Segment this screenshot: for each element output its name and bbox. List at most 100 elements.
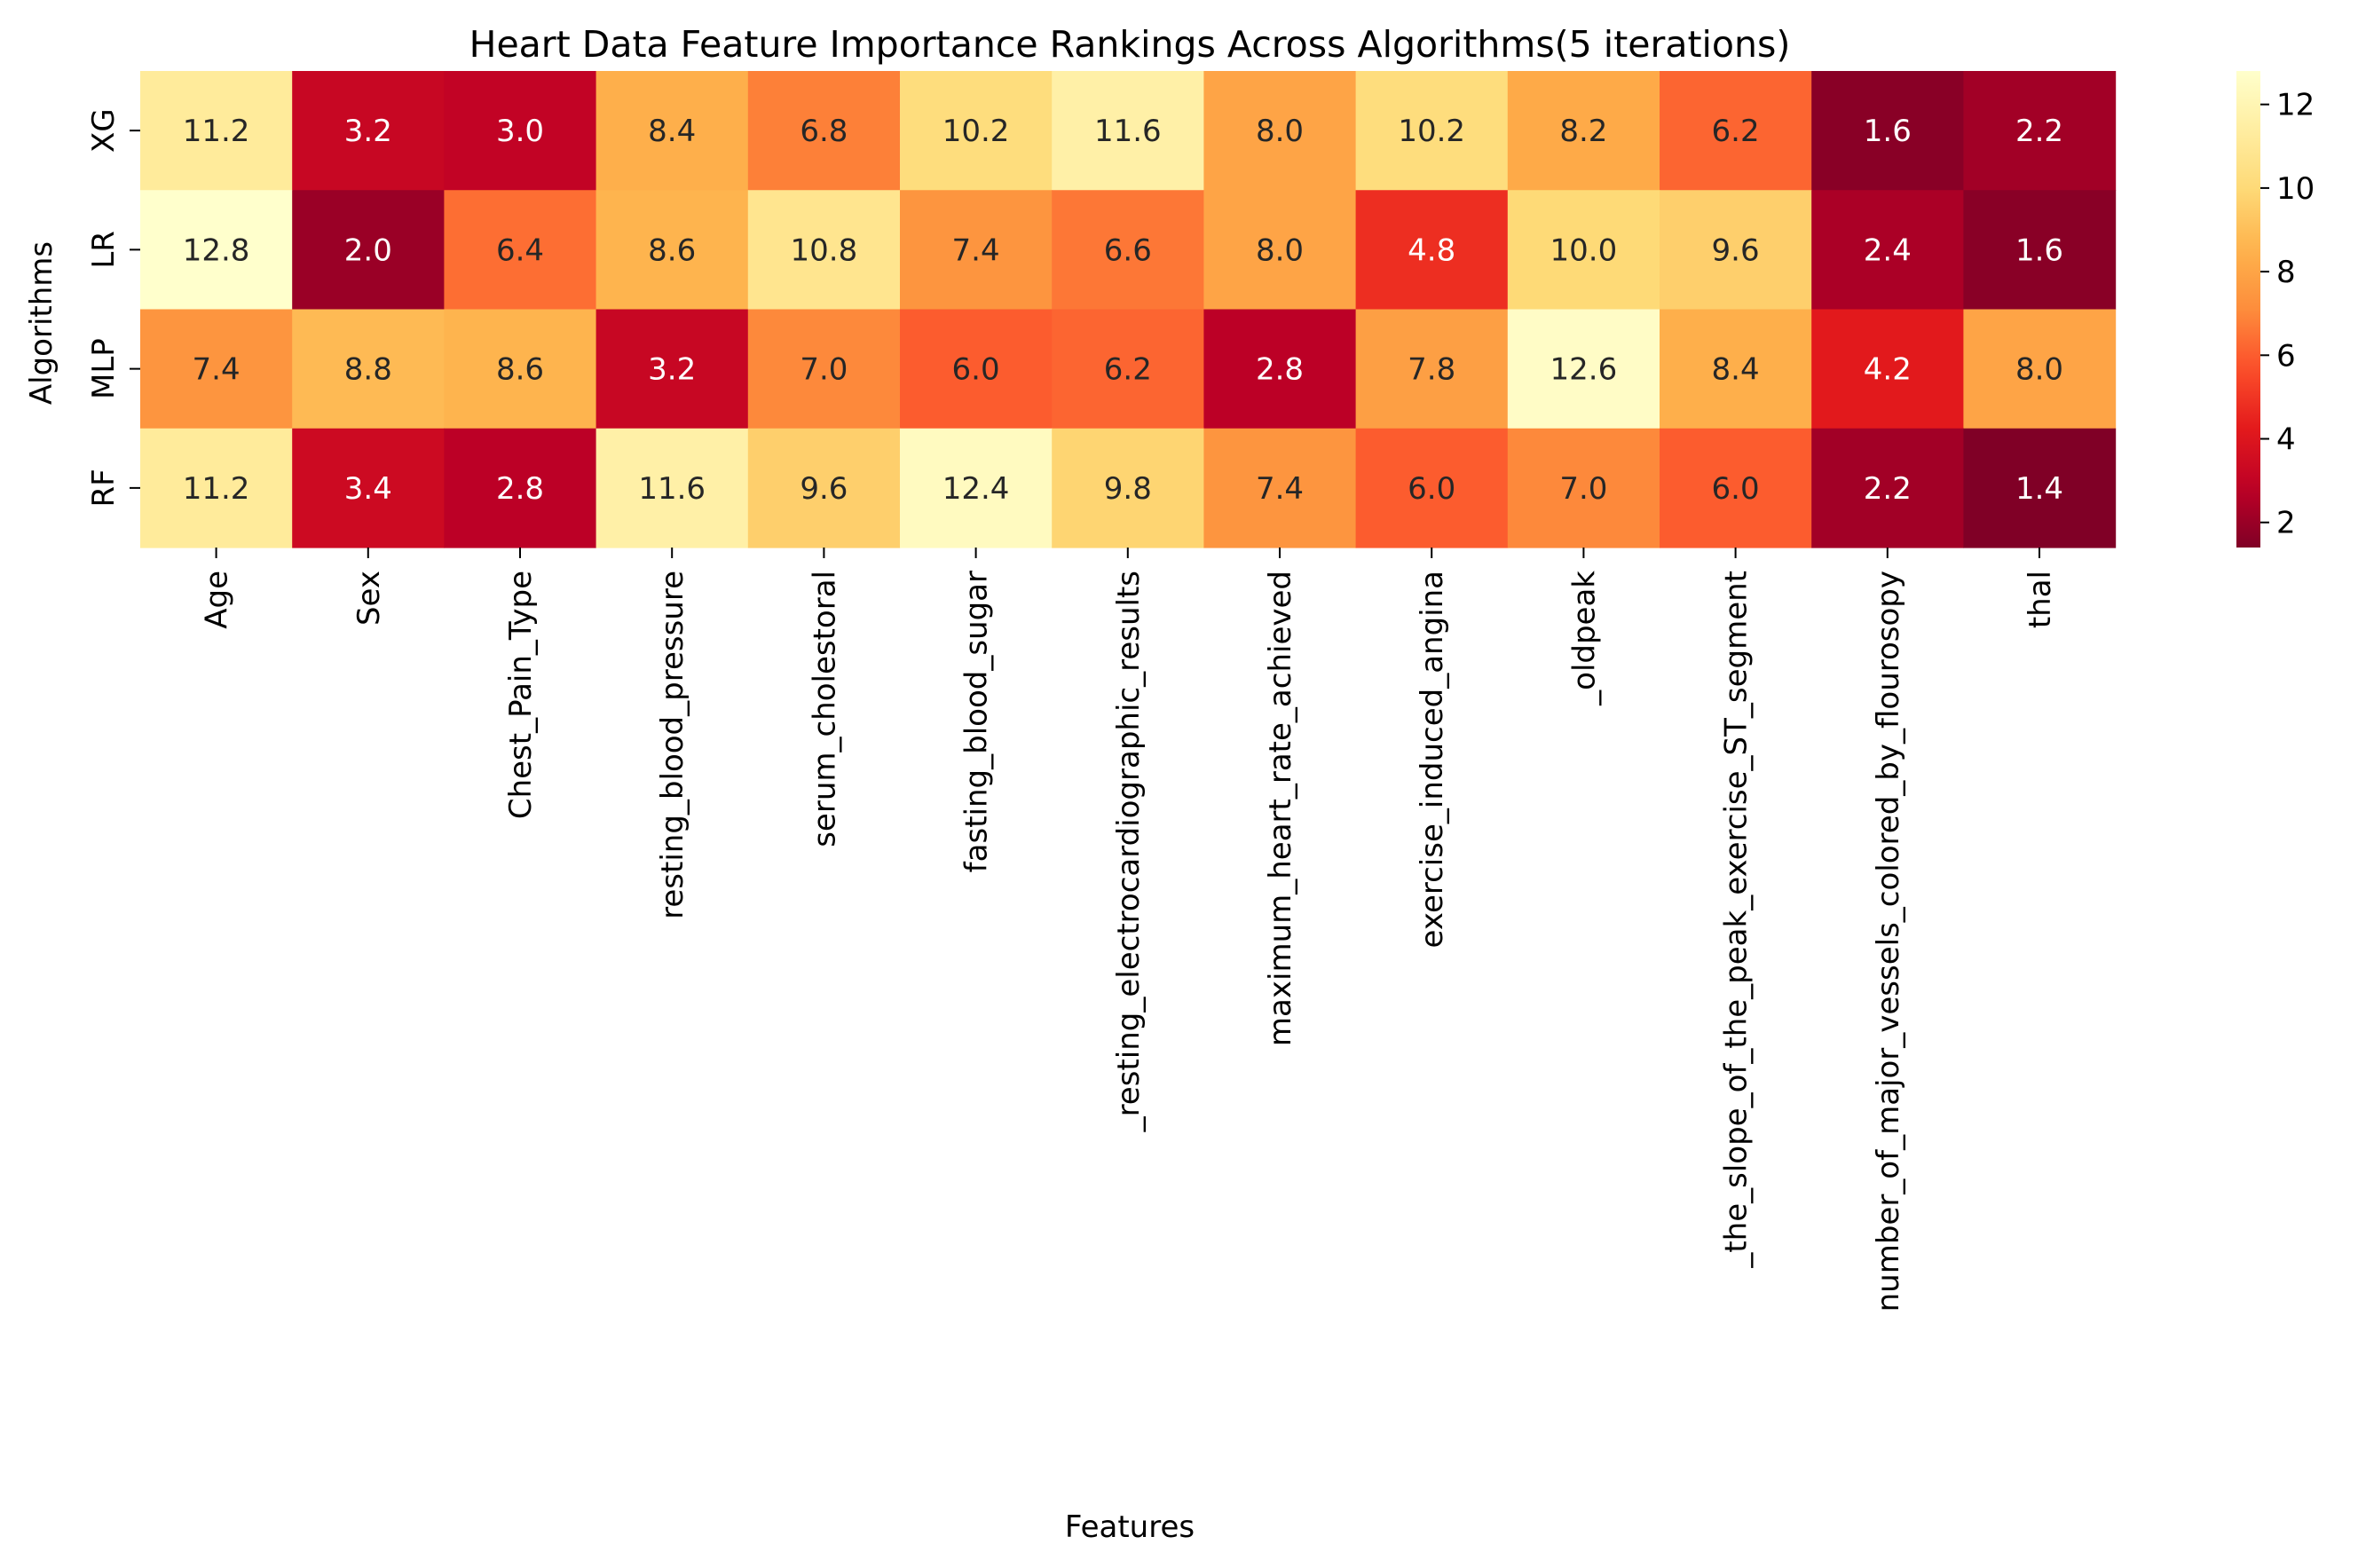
cell-value-label: 8.0: [1256, 114, 1304, 149]
heatmap-cell: [1203, 190, 1357, 311]
cell-value-label: 11.6: [638, 471, 706, 507]
colorbar-tick-label: 6: [2276, 338, 2296, 374]
heatmap-cell: [1052, 309, 1204, 429]
cell-value-label: 7.4: [193, 352, 241, 388]
heatmap-cell: [595, 190, 749, 311]
heatmap-cell: [1355, 428, 1509, 548]
heatmap-cell: [1203, 309, 1357, 429]
cell-value-label: 12.4: [942, 471, 1010, 507]
heatmap-cell: [747, 71, 901, 191]
cell-value-label: 8.6: [648, 232, 696, 268]
cell-value-label: 4.2: [1864, 352, 1912, 388]
heatmap-cell: [900, 309, 1053, 429]
cell-value-label: 1.4: [2015, 471, 2063, 507]
heatmap-cell: [292, 71, 445, 191]
cell-value-label: 2.4: [1864, 232, 1912, 268]
x-tick-label: Chest_Pain_Type: [503, 571, 539, 819]
colorbar-scale: [2236, 71, 2260, 548]
x-tick-label: _oldpeak: [1566, 571, 1602, 706]
x-tick-label: _the_slope_of_the_peak_exercise_ST_segme…: [1719, 571, 1755, 1269]
cell-value-label: 9.6: [800, 471, 848, 507]
x-tick-label: fasting_blood_sugar: [959, 571, 995, 872]
cell-value-label: 10.2: [942, 114, 1010, 149]
cell-value-label: 3.2: [648, 352, 696, 388]
cell-value-label: 6.6: [1104, 232, 1152, 268]
heatmap-cell: [1507, 309, 1660, 429]
heatmap-cell: [444, 71, 597, 191]
cell-value-label: 12.6: [1550, 352, 1618, 388]
colorbar-tick-label: 4: [2276, 422, 2296, 458]
column-labels: Age Sex Chest_Pain_Type resting_blood_press…: [200, 548, 2058, 1312]
cell-value-label: 7.0: [1559, 471, 1607, 507]
cell-value-label: 6.0: [1712, 471, 1760, 507]
cell-value-label: 9.6: [1712, 232, 1760, 268]
heatmap-cell: [292, 190, 445, 311]
heatmap-cell: [747, 309, 901, 429]
cell-value-label: 6.0: [1408, 471, 1455, 507]
cell-value-label: 3.0: [496, 114, 544, 149]
y-tick-label: RF: [86, 469, 122, 507]
x-tick-label: exercise_induced_angina: [1415, 571, 1450, 948]
heatmap-cell: [1963, 190, 2117, 311]
colorbar-tick-label: 12: [2276, 88, 2315, 123]
heatmap-cell: [444, 309, 597, 429]
x-tick-label: Sex: [351, 571, 387, 626]
heatmap-cell: [1052, 71, 1204, 191]
y-axis-label: Algorithms: [24, 241, 59, 405]
heatmap-cell: [1811, 190, 1964, 311]
x-tick-label: thal: [2023, 571, 2058, 628]
heatmap-cell: [595, 71, 749, 191]
heatmap-cell: [1355, 309, 1509, 429]
heatmap-cell: [1203, 71, 1357, 191]
cell-value-label: 2.0: [344, 232, 392, 268]
cell-value-label: 4.8: [1408, 232, 1455, 268]
y-tick-label: MLP: [86, 338, 122, 399]
x-tick-label: _resting_electrocardiographic_results: [1111, 571, 1147, 1132]
x-tick-label: maximum_heart_rate_achieved: [1263, 571, 1298, 1046]
heatmap-cell: [1963, 428, 2117, 548]
x-tick-label: resting_blood_pressure: [655, 571, 690, 919]
heatmap-cell: [140, 428, 293, 548]
cell-value-label: 3.4: [344, 471, 392, 507]
x-tick-label: serum_cholestoral: [807, 571, 842, 847]
cell-value-label: 9.8: [1104, 471, 1152, 507]
cell-value-label: 3.2: [344, 114, 392, 149]
heatmap-cell: [1355, 190, 1509, 311]
cell-value-label: 6.0: [952, 352, 1000, 388]
heatmap-cell: [1507, 428, 1660, 548]
heatmap-cell: [1811, 428, 1964, 548]
cell-value-label: 8.0: [2015, 352, 2063, 388]
x-tick-label: number_of_major_vessels_colored_by_flour…: [1871, 571, 1906, 1312]
heatmap-cell: [1660, 428, 1812, 548]
colorbar-tick-label: 10: [2276, 171, 2315, 207]
heatmap-cell: [1355, 71, 1509, 191]
heatmap-cell: [1811, 71, 1964, 191]
cell-value-label: 12.8: [183, 232, 250, 268]
cell-value-label: 2.2: [1864, 471, 1912, 507]
heatmap-cell: [900, 71, 1053, 191]
heatmap-cell: [444, 428, 597, 548]
heatmap-cell: [1963, 71, 2117, 191]
chart-title: Heart Data Feature Importance Rankings A…: [469, 23, 1791, 66]
cell-value-label: 7.0: [800, 352, 848, 388]
heatmap-cell: [1052, 190, 1204, 311]
heatmap-cell: [1660, 71, 1812, 191]
y-tick-label: XG: [86, 108, 122, 153]
cell-value-label: 10.0: [1550, 232, 1618, 268]
colorbar-tick-label: 2: [2276, 506, 2296, 541]
cell-value-label: 10.8: [791, 232, 858, 268]
heatmap-cell: [595, 309, 749, 429]
heatmap-cell: [140, 190, 293, 311]
cell-value-label: 11.6: [1094, 114, 1162, 149]
heatmap-cell: [900, 428, 1053, 548]
cell-value-label: 2.8: [496, 471, 544, 507]
heatmap-cell: [900, 190, 1053, 311]
heatmap-cell: [140, 71, 293, 191]
heatmap-cell: [1052, 428, 1204, 548]
cell-value-label: 8.4: [648, 114, 696, 149]
heatmap-cell: [444, 190, 597, 311]
cell-value-label: 11.2: [183, 471, 250, 507]
x-tick-label: Age: [200, 571, 235, 629]
cell-value-label: 11.2: [183, 114, 250, 149]
cell-value-label: 6.4: [496, 232, 544, 268]
